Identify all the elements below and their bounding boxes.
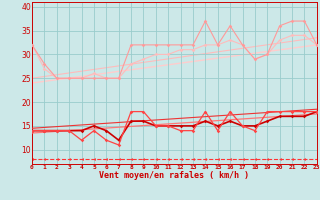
X-axis label: Vent moyen/en rafales ( km/h ): Vent moyen/en rafales ( km/h ): [100, 171, 249, 180]
